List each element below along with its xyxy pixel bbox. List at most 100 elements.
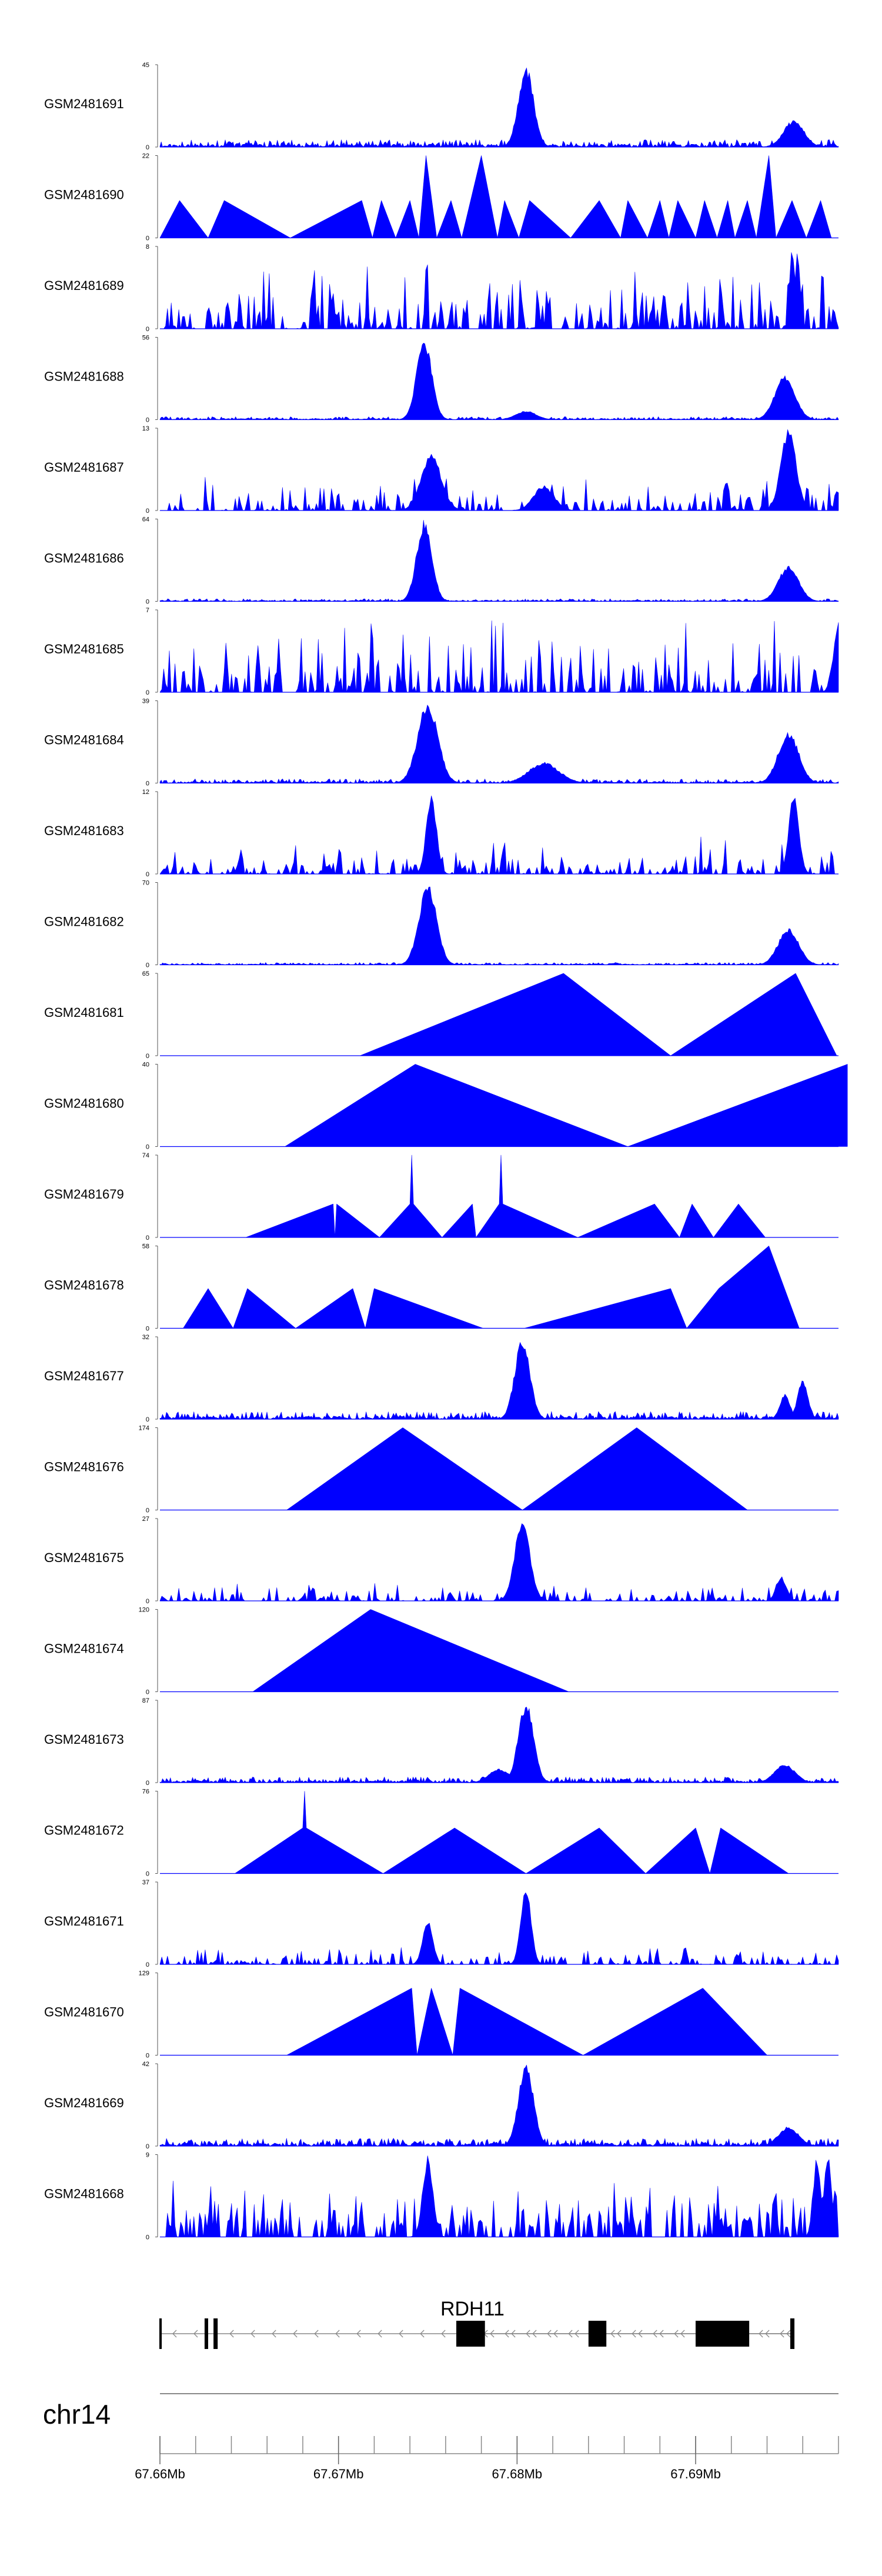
strand-arrow: [574, 2330, 579, 2338]
exon: [696, 2321, 750, 2347]
strand-arrow: [532, 2330, 537, 2338]
y-tick-zero-label: 0: [146, 1234, 149, 1242]
track-label: GSM2481686: [44, 551, 124, 566]
y-tick-max-label: 37: [142, 1879, 149, 1886]
track-label: GSM2481673: [44, 1732, 124, 1747]
coverage-area: [159, 2155, 839, 2237]
track-GSM2481682: GSM2481682 70 0: [44, 880, 839, 969]
y-tick-max-label: 58: [142, 1243, 149, 1250]
strand-arrow: [511, 2330, 516, 2338]
track-label: GSM2481689: [44, 278, 124, 293]
y-tick-zero-label: 0: [146, 1416, 149, 1423]
track-label: GSM2481671: [44, 1914, 124, 1928]
strand-arrow: [250, 2330, 255, 2338]
track-label: GSM2481680: [44, 1096, 124, 1111]
track-label: GSM2481675: [44, 1550, 124, 1565]
y-tick-max-label: 22: [142, 153, 149, 160]
y-tick-max-label: 13: [142, 425, 149, 432]
strand-arrow: [490, 2330, 495, 2338]
y-tick-zero-label: 0: [146, 326, 149, 333]
strand-arrow: [314, 2330, 319, 2338]
strand-arrow: [335, 2330, 340, 2338]
y-tick-max-label: 129: [139, 1970, 149, 1977]
exon: [213, 2318, 218, 2349]
track-label: GSM2481669: [44, 2095, 124, 2110]
track-GSM2481672: GSM2481672 76 0: [44, 1788, 838, 1878]
y-tick-zero-label: 0: [146, 780, 149, 788]
coverage-area: [159, 886, 839, 965]
coverage-area: [159, 252, 839, 329]
strand-arrow: [272, 2330, 276, 2338]
track-GSM2481668: GSM2481668 9 0: [44, 2152, 839, 2241]
y-tick-max-label: 8: [146, 243, 149, 251]
coverage-area: [159, 429, 839, 511]
transcript: [456, 2318, 794, 2349]
exon: [160, 2318, 162, 2349]
coverage-area: [159, 1707, 839, 1783]
coverage-area: [286, 1988, 767, 2056]
coverage-area: [285, 1064, 848, 1147]
data-tracks: GSM2481691450GSM2481690220GSM248168980GS…: [44, 62, 848, 2241]
axis-tick-label: 67.69Mb: [670, 2467, 721, 2481]
coverage-area: [159, 343, 839, 420]
y-tick-max-label: 87: [142, 1697, 149, 1704]
track-GSM2481687: GSM2481687 13 0: [44, 425, 839, 515]
strand-arrow: [420, 2330, 425, 2338]
exon: [204, 2318, 208, 2349]
y-tick-zero-label: 0: [146, 2234, 149, 2241]
y-tick-zero-label: 0: [146, 2143, 149, 2150]
y-tick-zero-label: 0: [146, 2053, 149, 2060]
track-GSM2481685: GSM2481685 7 0: [44, 607, 839, 696]
coverage-area: [252, 1609, 569, 1692]
strand-arrow: [229, 2330, 234, 2338]
y-tick-zero-label: 0: [146, 962, 149, 969]
y-tick-zero-label: 0: [146, 1961, 149, 1968]
strand-arrow: [638, 2330, 643, 2338]
strand-arrow: [617, 2330, 622, 2338]
track-GSM2481689: GSM2481689 8 0: [44, 243, 839, 333]
y-tick-zero-label: 0: [146, 1326, 149, 1333]
track-label: GSM2481688: [44, 369, 124, 384]
coverage-area: [159, 68, 839, 148]
track-GSM2481690: GSM2481690 22 0: [44, 153, 838, 242]
strand-arrow: [193, 2330, 198, 2338]
strand-arrow: [441, 2330, 446, 2338]
strand-arrow: [680, 2330, 685, 2338]
y-tick-zero-label: 0: [146, 1144, 149, 1151]
track-GSM2481671: GSM2481671 37 0: [44, 1879, 839, 1968]
y-tick-max-label: 74: [142, 1152, 149, 1159]
y-tick-zero-label: 0: [146, 1780, 149, 1787]
strand-arrow: [377, 2330, 382, 2338]
strand-arrow: [553, 2330, 558, 2338]
exon: [588, 2321, 607, 2347]
y-tick-zero-label: 0: [146, 871, 149, 878]
track-GSM2481691: GSM2481691 45 0: [44, 62, 839, 151]
gene-name: RDH11: [440, 2298, 505, 2320]
y-tick-max-label: 45: [142, 62, 149, 69]
transcript: [160, 2318, 218, 2349]
track-GSM2481678: GSM2481678 58 0: [44, 1243, 838, 1333]
track-label: GSM2481670: [44, 2005, 124, 2020]
track-GSM2481676: GSM2481676 174 0: [44, 1425, 838, 1514]
coverage-area: [183, 1246, 800, 1329]
track-label: GSM2481683: [44, 823, 124, 838]
coverage-area: [159, 520, 839, 602]
track-GSM2481679: GSM2481679 74 0: [44, 1152, 838, 1242]
track-GSM2481675: GSM2481675 27 0: [44, 1516, 839, 1605]
coverage-area: [245, 1154, 766, 1238]
y-tick-max-label: 12: [142, 789, 149, 796]
y-tick-zero-label: 0: [146, 508, 149, 515]
exon: [456, 2321, 485, 2347]
track-label: GSM2481681: [44, 1005, 124, 1020]
track-label: GSM2481668: [44, 2187, 124, 2201]
y-tick-max-label: 32: [142, 1334, 149, 1341]
strand-arrow: [765, 2330, 770, 2338]
track-label: GSM2481677: [44, 1369, 124, 1383]
strand-arrow: [172, 2330, 177, 2338]
track-GSM2481669: GSM2481669 42 0: [44, 2061, 839, 2150]
track-label: GSM2481676: [44, 1460, 124, 1474]
coverage-area: [159, 795, 839, 875]
track-label: GSM2481674: [44, 1641, 124, 1656]
strand-arrow: [356, 2330, 361, 2338]
